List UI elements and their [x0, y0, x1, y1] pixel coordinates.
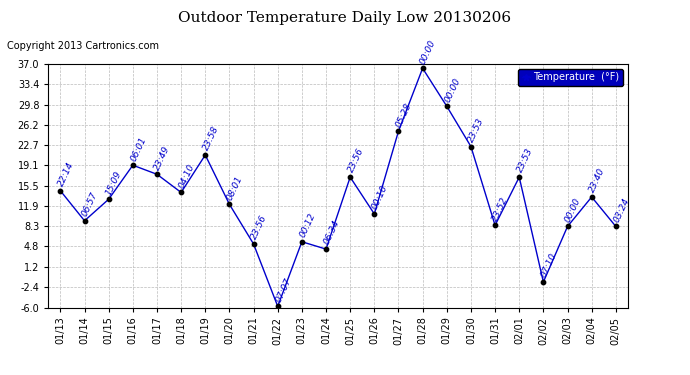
Text: 07:10: 07:10 [540, 252, 558, 279]
Point [79, 218, 90, 224]
Text: 00:10: 00:10 [371, 184, 389, 211]
Point [465, 144, 476, 150]
Text: 23:56: 23:56 [250, 214, 268, 241]
Text: 23:53: 23:53 [515, 147, 534, 174]
Point [127, 162, 138, 168]
Point [104, 196, 115, 202]
Point [175, 189, 186, 195]
Point [320, 246, 331, 252]
Point [442, 103, 453, 109]
Text: Copyright 2013 Cartronics.com: Copyright 2013 Cartronics.com [7, 41, 159, 51]
Point [538, 279, 549, 285]
Text: 04:10: 04:10 [177, 162, 196, 190]
Point [513, 174, 524, 180]
Text: 00:00: 00:00 [443, 76, 462, 104]
Point [200, 152, 211, 158]
Point [393, 128, 404, 134]
Point [152, 171, 163, 177]
Text: 15:09: 15:09 [105, 169, 124, 196]
Point [224, 201, 235, 207]
Point [490, 222, 501, 228]
Text: 05:28: 05:28 [395, 101, 413, 128]
Point [562, 224, 573, 230]
Text: 07:07: 07:07 [274, 276, 293, 304]
Text: 23:56: 23:56 [346, 147, 365, 174]
Point [368, 211, 380, 217]
Text: 06:34: 06:34 [322, 219, 341, 246]
Text: Outdoor Temperature Daily Low 20130206: Outdoor Temperature Daily Low 20130206 [179, 11, 511, 25]
Text: 00:12: 00:12 [298, 211, 317, 239]
Text: 00:00: 00:00 [564, 196, 582, 223]
Point [272, 303, 284, 309]
Point [248, 241, 259, 247]
Point [297, 239, 308, 245]
Text: 00:00: 00:00 [419, 38, 437, 66]
Text: 06:57: 06:57 [81, 190, 99, 218]
Point [586, 194, 597, 200]
Text: 03:24: 03:24 [612, 196, 631, 223]
Text: 23:58: 23:58 [201, 125, 220, 152]
Legend: Temperature  (°F): Temperature (°F) [518, 69, 623, 86]
Text: 22:14: 22:14 [57, 160, 75, 188]
Text: 08:01: 08:01 [226, 174, 244, 201]
Text: 23:49: 23:49 [153, 144, 172, 171]
Point [610, 224, 621, 230]
Text: 06:01: 06:01 [129, 135, 148, 162]
Text: 23:40: 23:40 [588, 167, 607, 194]
Text: 23:52: 23:52 [491, 195, 510, 222]
Text: 23:53: 23:53 [467, 116, 486, 144]
Point [55, 188, 66, 194]
Point [344, 174, 356, 180]
Point [417, 65, 428, 71]
